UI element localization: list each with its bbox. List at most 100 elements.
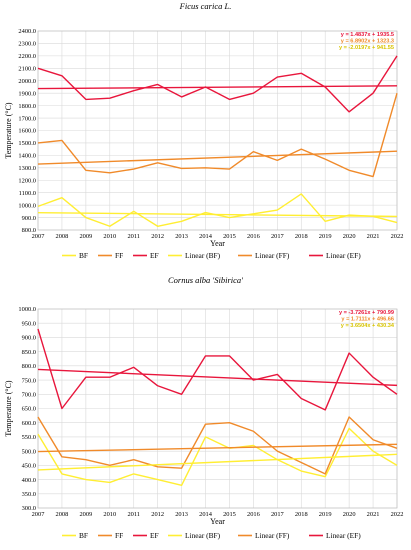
trendline-linear-ff <box>37 443 398 453</box>
y-tick-label: 1300.0 <box>18 165 36 172</box>
legend-label: EF <box>150 251 159 260</box>
y-tick-label: 1500.0 <box>18 140 36 147</box>
series-line-bf <box>37 427 398 486</box>
x-tick-label: 2022 <box>391 511 404 518</box>
y-tick-label: 300.0 <box>22 505 36 512</box>
legend-label: Linear (EF) <box>326 531 361 540</box>
legend-label: Linear (BF) <box>185 251 221 260</box>
y-tick-label: 1400.0 <box>18 153 36 160</box>
x-tick-label: 2022 <box>391 233 404 240</box>
y-tick-label: 1700.0 <box>18 115 36 122</box>
chart-title: Ficus carica L. <box>179 1 232 11</box>
legend-item: Linear (BF) <box>168 251 221 260</box>
trendline-linear-ef <box>37 368 398 387</box>
x-tick-label: 2013 <box>175 511 188 518</box>
chart1: Ficus carica L. 800.0 900.0 1000.0 1100.0 120… <box>4 1 403 260</box>
y-tick-label: 900.0 <box>22 335 36 342</box>
legend-item: FF <box>98 251 123 260</box>
x-tick-label: 2015 <box>223 511 236 518</box>
x-tick-label: 2010 <box>103 233 116 240</box>
x-tick-label: 2009 <box>79 511 92 518</box>
trendline-linear-bf <box>37 453 398 471</box>
plot-area <box>37 308 398 509</box>
y-tick-label: 600.0 <box>22 420 36 427</box>
legend-label: BF <box>79 251 88 260</box>
x-tick-label: 2007 <box>32 511 46 518</box>
legend-label: FF <box>115 531 123 540</box>
y-tick-label: 800.0 <box>22 227 36 234</box>
trendline-linear-ef <box>37 85 398 90</box>
x-tick-label: 2012 <box>151 511 164 518</box>
x-tick-label: 2013 <box>175 233 188 240</box>
legend-label: Linear (FF) <box>255 251 290 260</box>
series-line-ef <box>37 328 398 411</box>
y-tick-label: 1000.0 <box>18 202 36 209</box>
y-tick-label: 500.0 <box>22 448 36 455</box>
y-tick-label: 1000.0 <box>18 306 36 313</box>
legend-item: Linear (EF) <box>309 531 361 540</box>
trendline-equation: y = -2.0197x + 941.55 <box>339 45 394 51</box>
legend-label: Linear (FF) <box>255 531 290 540</box>
trendline-linear-ff <box>37 150 398 165</box>
legend-label: EF <box>150 531 159 540</box>
legend-item: Linear (BF) <box>168 531 221 540</box>
y-tick-label: 350.0 <box>22 491 36 498</box>
x-tick-label: 2021 <box>367 233 380 240</box>
y-tick-label: 1900.0 <box>18 90 36 97</box>
x-tick-label: 2007 <box>32 233 46 240</box>
trendline-equation: y = 1.7111x + 496.66 <box>341 316 394 322</box>
x-axis-label: Year <box>210 517 225 526</box>
series-line-bf <box>37 193 398 227</box>
series-line-ef <box>37 55 398 113</box>
legend-label: Linear (EF) <box>326 251 361 260</box>
x-axis-label: Year <box>210 239 225 248</box>
legend-item: Linear (EF) <box>309 251 361 260</box>
x-tick-label: 2016 <box>247 511 260 518</box>
x-tick-label: 2012 <box>151 233 164 240</box>
legend-item: BF <box>62 251 88 260</box>
y-tick-label: 1800.0 <box>18 103 36 110</box>
x-tick-label: 2019 <box>319 511 332 518</box>
legend-item: Linear (FF) <box>238 251 290 260</box>
x-tick-label: 2015 <box>223 233 236 240</box>
trendline-equation: y = 3.6504x + 430.34 <box>341 323 395 329</box>
x-tick-label: 2020 <box>343 233 356 240</box>
trendline-equation: y = -3.7261x + 790.99 <box>339 310 394 316</box>
plot-area <box>37 30 398 231</box>
y-tick-label: 650.0 <box>22 406 36 413</box>
legend-item: BF <box>62 531 88 540</box>
x-tick-label: 2016 <box>247 233 260 240</box>
chart2: Cornus alba 'Sibirica' 300.0 350.0 400.0 450… <box>4 275 403 540</box>
series-line-ff <box>37 92 398 178</box>
legend-label: BF <box>79 531 88 540</box>
y-axis-label: Temperature (°C) <box>4 380 13 437</box>
x-tick-label: 2020 <box>343 511 356 518</box>
x-tick-label: 2018 <box>295 511 308 518</box>
x-tick-label: 2010 <box>103 511 116 518</box>
x-tick-label: 2018 <box>295 233 308 240</box>
y-tick-label: 400.0 <box>22 477 36 484</box>
x-tick-label: 2008 <box>56 511 69 518</box>
legend-item: EF <box>133 251 159 260</box>
y-tick-label: 850.0 <box>22 349 36 356</box>
x-tick-label: 2021 <box>367 511 380 518</box>
x-tick-label: 2017 <box>271 233 285 240</box>
legend: BF FF EF Linear (BF) Linear (FF) Linear (EF) <box>62 531 361 540</box>
x-tick-label: 2019 <box>319 233 332 240</box>
y-tick-label: 750.0 <box>22 377 36 384</box>
legend-item: Linear (FF) <box>238 531 290 540</box>
legend: BF FF EF Linear (BF) Linear (FF) Linear (EF) <box>62 251 361 260</box>
y-tick-label: 2100.0 <box>18 66 36 73</box>
y-tick-label: 800.0 <box>22 363 36 370</box>
y-tick-label: 1200.0 <box>18 177 36 184</box>
y-tick-label: 550.0 <box>22 434 36 441</box>
legend-label: Linear (BF) <box>185 531 221 540</box>
y-tick-label: 900.0 <box>22 215 36 222</box>
x-tick-label: 2011 <box>127 511 140 518</box>
legend-label: FF <box>115 251 123 260</box>
y-tick-label: 1100.0 <box>19 190 36 197</box>
x-tick-label: 2014 <box>199 233 213 240</box>
trendline-linear-bf <box>37 211 398 218</box>
chart-title: Cornus alba 'Sibirica' <box>168 275 243 285</box>
